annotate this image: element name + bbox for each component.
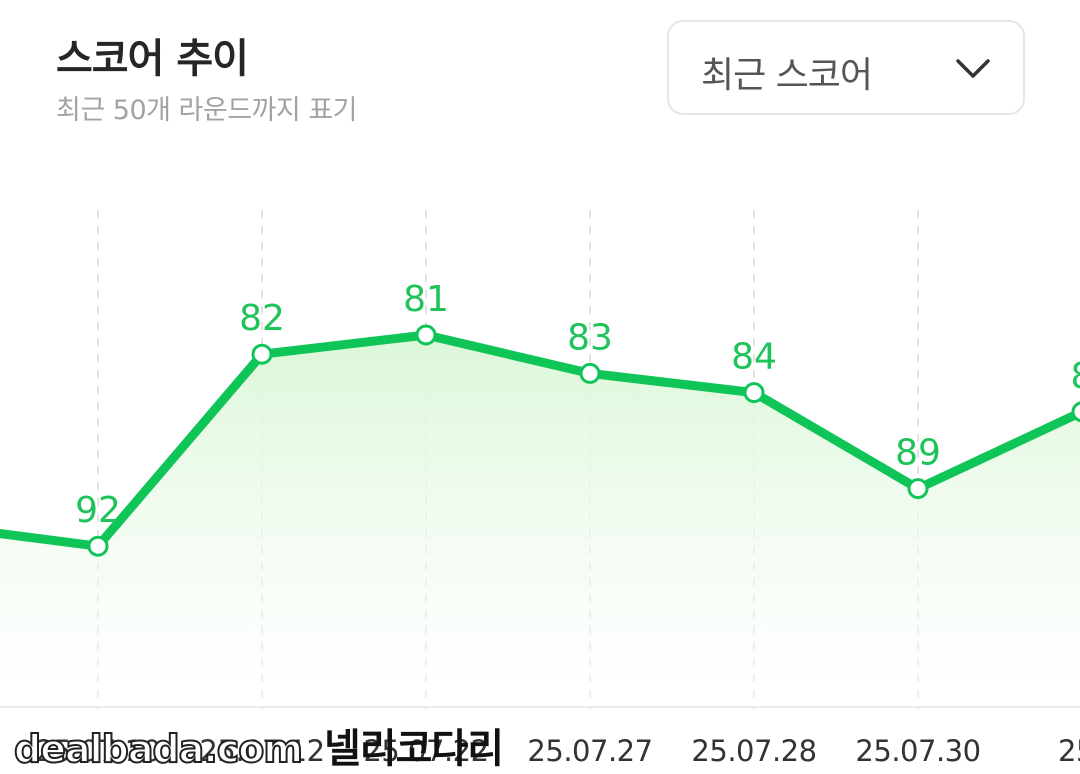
chevron-down-icon: [956, 59, 990, 78]
data-point[interactable]: [251, 343, 273, 365]
data-label: 81: [403, 279, 449, 320]
data-point[interactable]: [907, 478, 929, 500]
x-tick-label: 25.07.12: [199, 734, 325, 768]
data-label: 82: [239, 298, 285, 339]
data-point[interactable]: [415, 324, 437, 346]
x-tick-label: 25.07.10: [35, 734, 161, 768]
watermark-brand: 넬리코다리: [324, 726, 504, 772]
score-filter-dropdown[interactable]: 최근 스코어: [667, 20, 1025, 115]
data-label: 83: [567, 317, 613, 358]
x-tick-label: 25.0: [1058, 734, 1080, 768]
data-point[interactable]: [579, 362, 601, 384]
x-tick-label: 25.07.28: [691, 734, 817, 768]
watermark-site: dealbada.com: [13, 726, 304, 772]
watermark: dealbada.com 넬리코다리: [13, 716, 504, 774]
page-title: 스코어 추이: [56, 36, 249, 82]
dropdown-selected-value: 최근 스코어: [701, 55, 873, 96]
data-point[interactable]: [743, 382, 765, 404]
x-tick-label: 25.07.30: [855, 734, 981, 768]
x-axis-line: [0, 706, 1080, 708]
data-label: 89: [895, 433, 941, 474]
page-subtitle: 최근 50개 라운드까지 표기: [56, 95, 358, 126]
x-axis: 25.07.10 25.07.12 25.07.22 25.07.27 25.07.28…: [0, 706, 1080, 771]
chart-series-line: [0, 330, 1080, 551]
data-label: 92: [75, 490, 121, 531]
score-trend-chart: 92 82 81 83 84 89 8: [0, 210, 1080, 710]
x-tick-label: 25.07.27: [527, 734, 653, 768]
data-label: 8: [1071, 356, 1080, 397]
data-label: 84: [731, 337, 777, 378]
data-point[interactable]: [1071, 401, 1080, 423]
data-point[interactable]: [87, 535, 109, 557]
x-tick-label: 25.07.22: [363, 734, 489, 768]
